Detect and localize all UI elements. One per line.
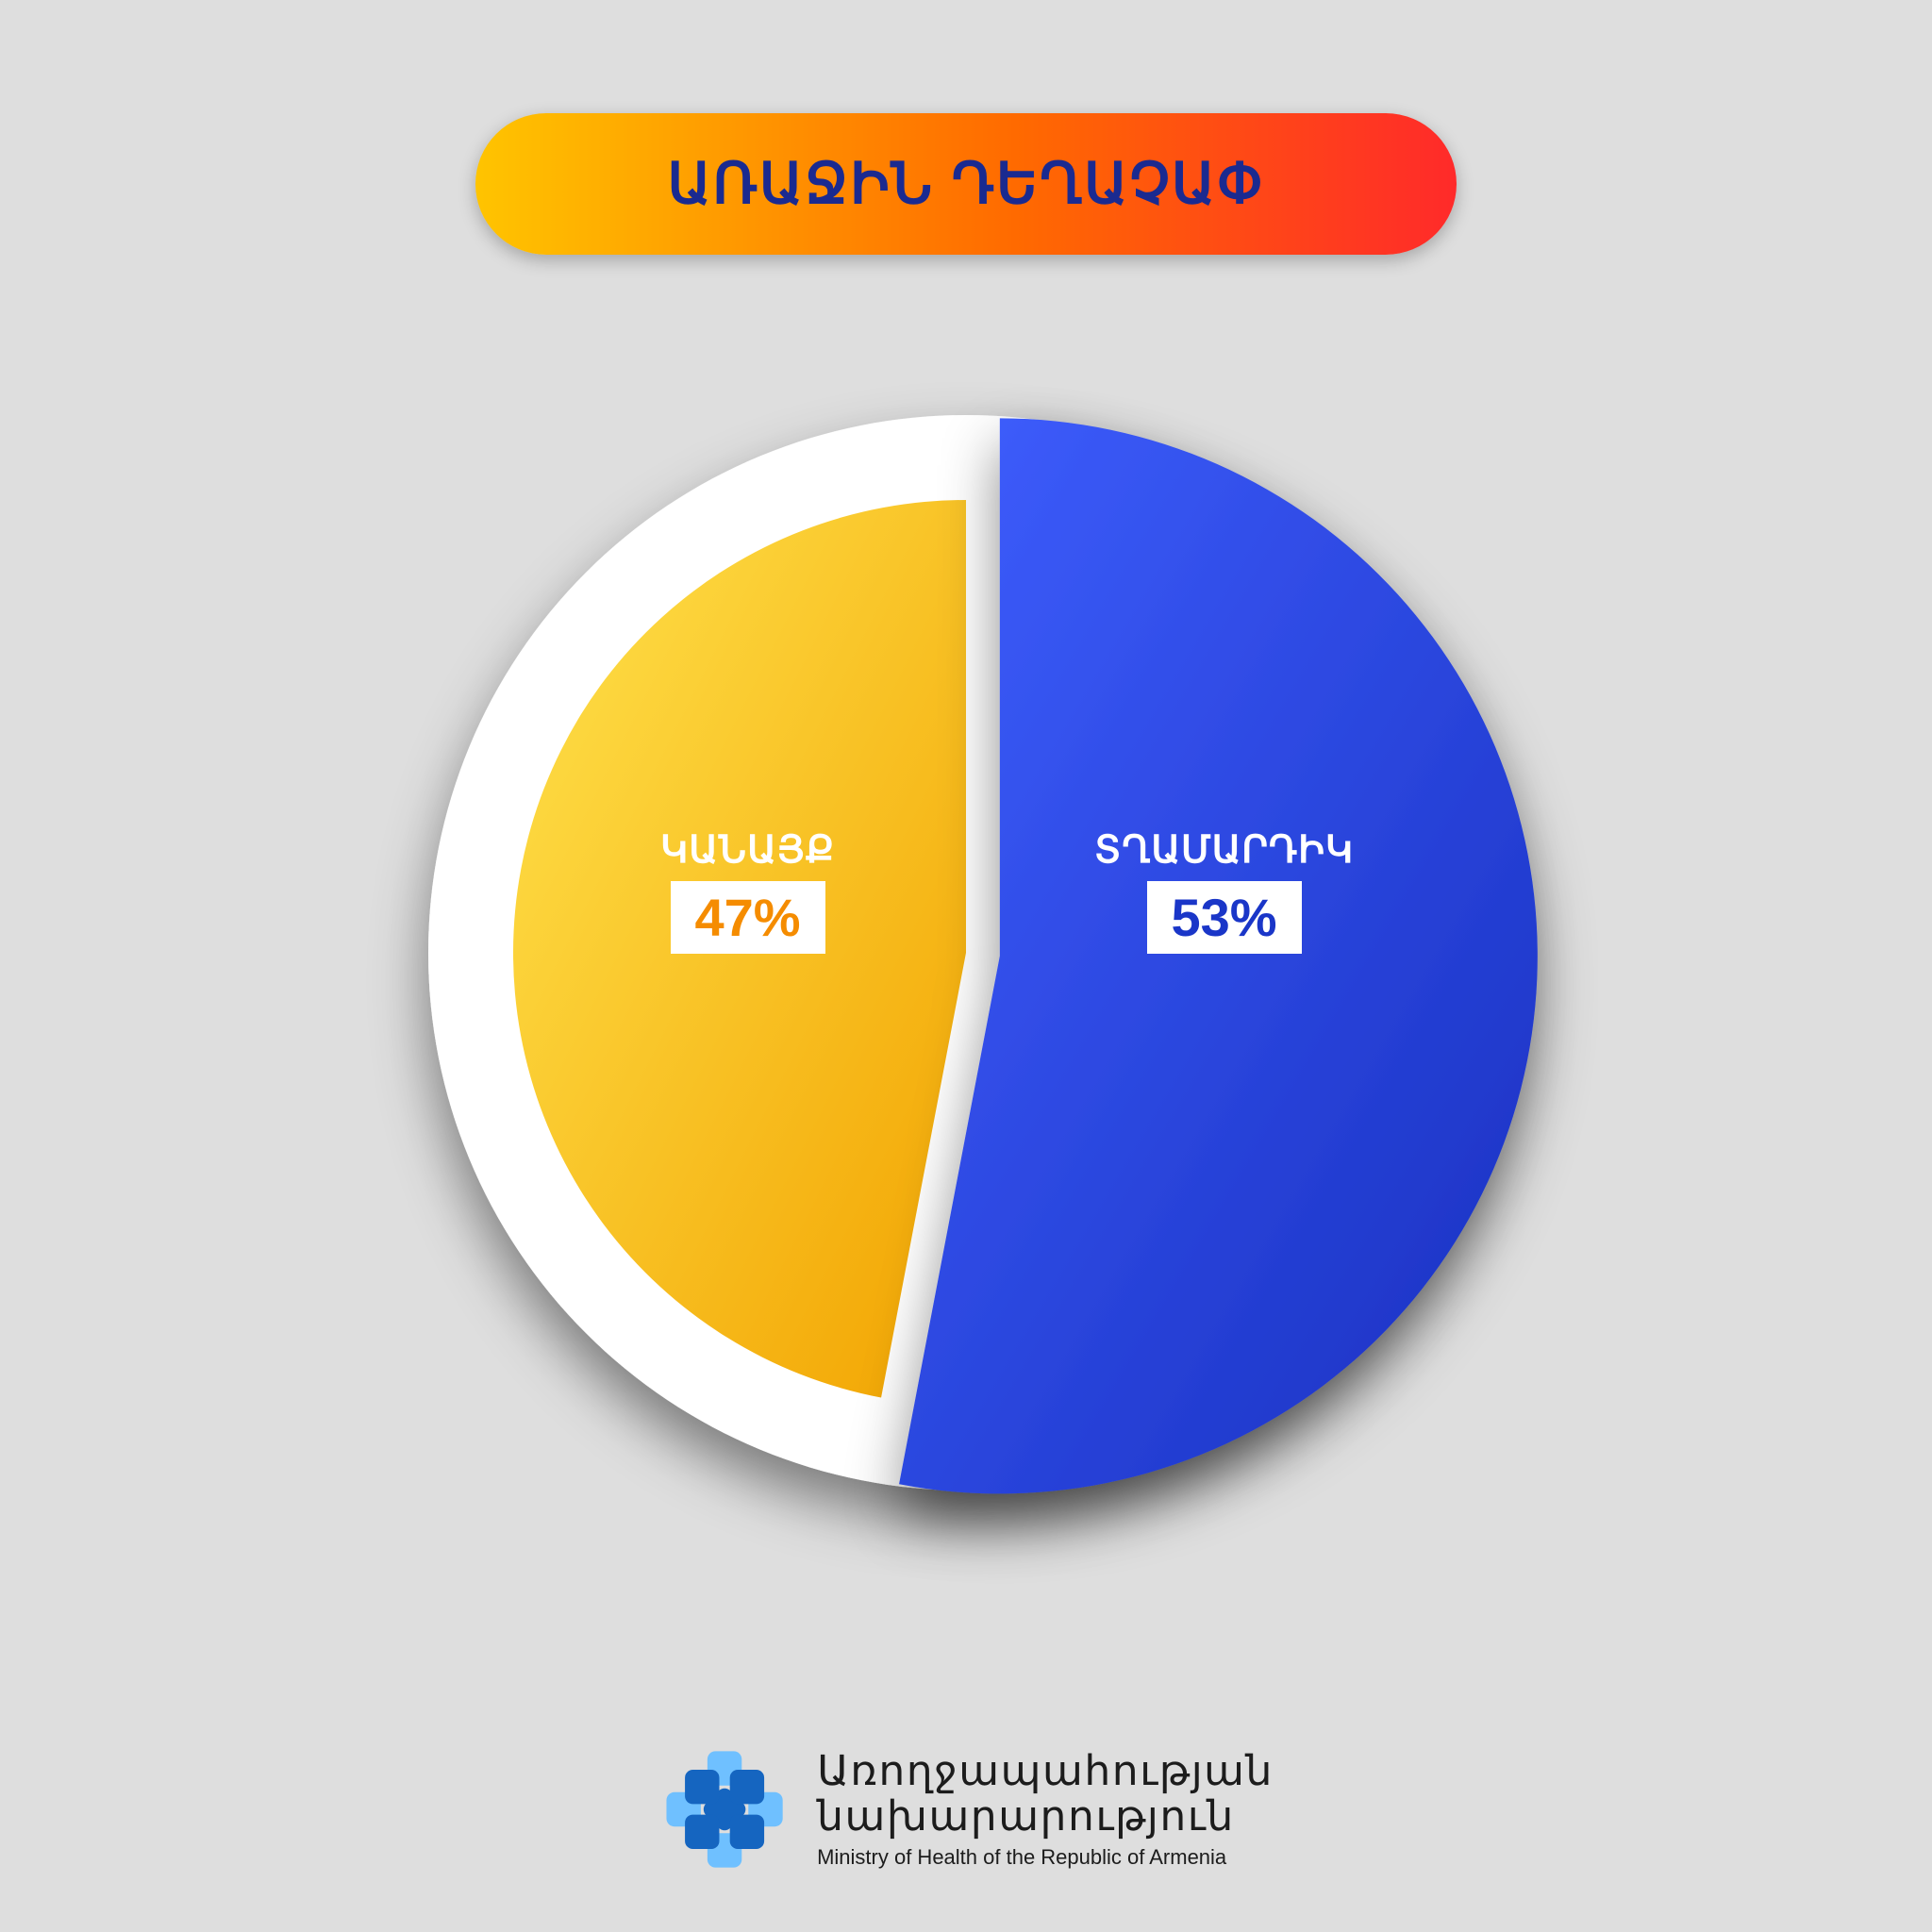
slice-label-women: ԿԱՆԱՅՔ 47% xyxy=(660,828,835,954)
slice-name-women: ԿԱՆԱՅՔ xyxy=(660,828,835,872)
pie-chart xyxy=(334,321,1598,1585)
ministry-logo-icon xyxy=(658,1743,791,1875)
ministry-name-hy-line1: Առողջապահության xyxy=(817,1749,1274,1794)
canvas: ԱՌԱՋԻՆ ԴԵՂԱՉԱՓ ԿԱՆԱՅՔ 47% ՏՂԱՄԱՐԴԻԿ 53% Առո… xyxy=(0,0,1932,1932)
slice-pct-women: 47% xyxy=(671,881,825,954)
title-text: ԱՌԱՋԻՆ ԴԵՂԱՉԱՓ xyxy=(667,151,1264,217)
ministry-name-en: Ministry of Health of the Republic of Ar… xyxy=(817,1845,1274,1870)
slice-name-men: ՏՂԱՄԱՐԴԻԿ xyxy=(1094,828,1354,872)
ministry-name-hy: Առողջապահության նախարարություն xyxy=(817,1749,1274,1839)
ministry-name-hy-line2: նախարարություն xyxy=(817,1794,1274,1840)
slice-label-men: ՏՂԱՄԱՐԴԻԿ 53% xyxy=(1094,828,1354,954)
slice-pct-men: 53% xyxy=(1147,881,1302,954)
ministry-logo-text: Առողջապահության նախարարություն Ministry … xyxy=(817,1749,1274,1869)
footer: Առողջապահության նախարարություն Ministry … xyxy=(658,1743,1274,1875)
pie-svg xyxy=(334,321,1598,1585)
title-pill: ԱՌԱՋԻՆ ԴԵՂԱՉԱՓ xyxy=(475,113,1457,255)
